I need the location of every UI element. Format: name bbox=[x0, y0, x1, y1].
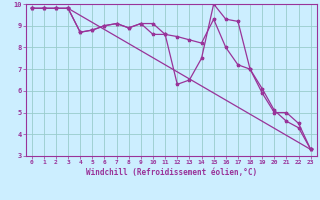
X-axis label: Windchill (Refroidissement éolien,°C): Windchill (Refroidissement éolien,°C) bbox=[86, 168, 257, 177]
